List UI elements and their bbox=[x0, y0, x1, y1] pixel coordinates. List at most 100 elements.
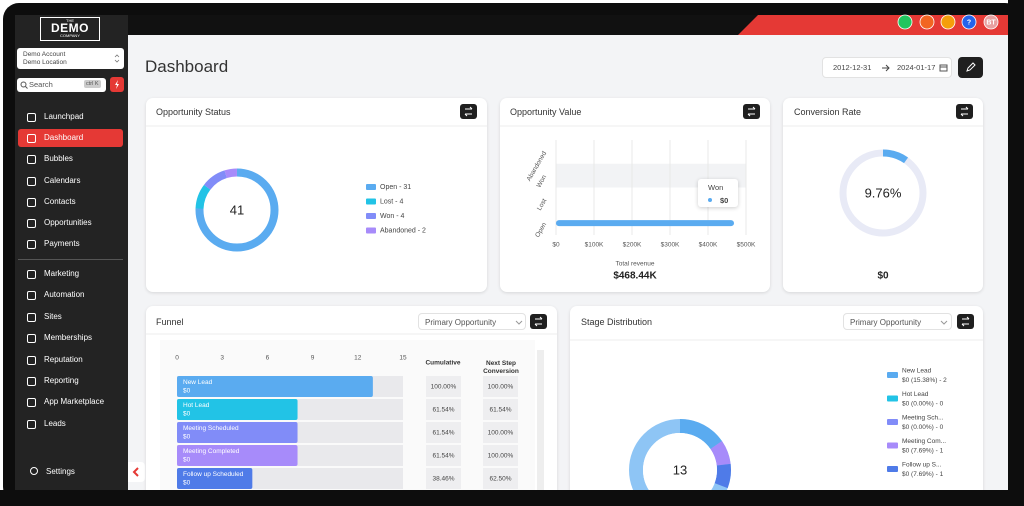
legend-swatch bbox=[887, 395, 898, 402]
start-date: 2012-12-31 bbox=[833, 63, 872, 72]
topbar-icon[interactable] bbox=[961, 14, 977, 30]
card-menu-button[interactable] bbox=[530, 314, 547, 329]
card-menu-button[interactable] bbox=[743, 104, 760, 119]
legend-detail: $0 (0.00%) - 0 bbox=[902, 424, 944, 431]
frame-right bbox=[1008, 0, 1024, 506]
pipeline-select[interactable]: Primary Opportunity bbox=[418, 313, 526, 330]
donut-segment bbox=[195, 168, 279, 252]
nav-item[interactable]: Memberships bbox=[18, 329, 123, 347]
nav-label: Launchpad bbox=[44, 112, 84, 121]
legend-detail: $0 (0.00%) - 0 bbox=[902, 401, 944, 408]
legend-swatch bbox=[366, 198, 376, 205]
nav-icon bbox=[27, 398, 36, 408]
x-tick-label: $300K bbox=[661, 242, 680, 249]
cumulative-value: 38.46% bbox=[432, 476, 454, 483]
nav-item[interactable]: Contacts bbox=[18, 193, 123, 211]
next-step-value: 100.00% bbox=[488, 453, 514, 460]
select-value: Primary Opportunity bbox=[425, 318, 497, 327]
nav-item[interactable]: Reporting bbox=[18, 372, 123, 390]
nav-item[interactable]: Opportunities bbox=[18, 214, 123, 232]
x-tick-label: $500K bbox=[737, 242, 756, 249]
collapse-sidebar-button[interactable] bbox=[128, 462, 145, 482]
next-step-value: 62.50% bbox=[489, 476, 511, 483]
cell bbox=[426, 468, 461, 489]
pipeline-select[interactable]: Primary Opportunity bbox=[843, 313, 952, 330]
edit-dashboard-button[interactable] bbox=[958, 57, 983, 78]
account-switcher[interactable]: Demo Account Demo Location bbox=[17, 48, 124, 69]
legend-swatch bbox=[887, 419, 898, 425]
progress-arc bbox=[839, 149, 927, 237]
legend-swatch bbox=[366, 213, 376, 219]
legend-name: New Lead bbox=[902, 368, 932, 375]
cell bbox=[483, 376, 518, 397]
tooltip-swatch bbox=[708, 198, 712, 202]
nav-label: App Marketplace bbox=[44, 397, 105, 407]
card-title: Opportunity Status bbox=[156, 107, 231, 117]
donut-segment bbox=[195, 168, 279, 252]
nav-icon bbox=[27, 197, 36, 207]
sidebar bbox=[15, 15, 128, 490]
legend-detail: $0 (15.38%) - 2 bbox=[902, 377, 947, 384]
nav-item[interactable]: Payments bbox=[18, 235, 123, 253]
tooltip-value: $0 bbox=[720, 196, 729, 205]
bar bbox=[556, 220, 735, 227]
nav-item[interactable]: Automation bbox=[18, 286, 123, 304]
cell bbox=[426, 422, 461, 443]
card-title: Conversion Rate bbox=[794, 107, 862, 117]
stage-amount: $0 bbox=[183, 480, 191, 487]
card-menu-button[interactable] bbox=[460, 104, 477, 119]
settings-link[interactable]: Settings bbox=[46, 467, 75, 476]
topbar-icon[interactable] bbox=[983, 14, 999, 30]
topbar-icon-label: BT bbox=[986, 19, 996, 26]
topbar-icon-label: ? bbox=[967, 19, 971, 26]
funnel-bar bbox=[177, 422, 298, 443]
date-range-picker[interactable]: 2012-12-31 2024-01-17 bbox=[822, 57, 952, 78]
legend-label: Won - 4 bbox=[380, 213, 404, 220]
donut-segment bbox=[629, 419, 731, 506]
nav-icon bbox=[27, 312, 36, 322]
bolt-icon bbox=[115, 80, 119, 89]
nav-item[interactable]: Bubbles bbox=[18, 150, 123, 168]
nav-item[interactable]: Reputation bbox=[18, 351, 123, 369]
topbar-icon[interactable] bbox=[919, 14, 935, 30]
column-header: Next Step Conversion bbox=[483, 360, 519, 375]
legend-detail: $0 (7.69%) - 1 bbox=[902, 448, 944, 455]
total-label: Total revenue bbox=[615, 261, 654, 268]
legend-swatch bbox=[366, 184, 376, 190]
swap-icon bbox=[961, 316, 970, 327]
x-tick-label: 6 bbox=[266, 355, 270, 362]
x-tick-label: $200K bbox=[623, 242, 642, 249]
swap-icon bbox=[464, 106, 473, 117]
nav-item[interactable]: App Marketplace bbox=[18, 393, 123, 411]
stage-amount: $0 bbox=[183, 411, 191, 418]
nav-icon bbox=[27, 219, 36, 228]
quick-action-button[interactable] bbox=[110, 77, 124, 92]
card-menu-button[interactable] bbox=[957, 314, 974, 329]
cumulative-value: 61.54% bbox=[432, 453, 454, 460]
stage-name: Hot Lead bbox=[183, 402, 210, 409]
legend-name: Follow up S... bbox=[902, 462, 942, 469]
topbar-icon[interactable] bbox=[940, 14, 956, 30]
card-title: Stage Distribution bbox=[581, 317, 653, 327]
nav-label: Dashboard bbox=[44, 133, 84, 143]
end-date: 2024-01-17 bbox=[897, 63, 936, 72]
stage-amount: $0 bbox=[183, 434, 191, 441]
nav-item[interactable]: Leads bbox=[18, 415, 123, 433]
legend-name: Meeting Sch... bbox=[902, 415, 944, 422]
topbar-icon[interactable] bbox=[897, 14, 913, 30]
nav-item[interactable]: Dashboard bbox=[18, 129, 123, 148]
nav-item[interactable]: Sites bbox=[18, 308, 123, 326]
nav-item[interactable]: Marketing bbox=[18, 265, 123, 283]
nav-item[interactable]: Launchpad bbox=[18, 108, 123, 126]
stage-name: Meeting Completed bbox=[183, 448, 240, 455]
search-box[interactable]: Search ctrl K bbox=[17, 78, 106, 92]
funnel-bar bbox=[177, 399, 298, 420]
donut-total: 41 bbox=[230, 202, 244, 217]
donut-total: 13 bbox=[673, 462, 687, 477]
card-menu-button[interactable] bbox=[956, 104, 973, 119]
location-name: Demo Location bbox=[23, 59, 67, 66]
swap-icon bbox=[534, 316, 543, 327]
nav-item[interactable]: Calendars bbox=[18, 172, 123, 190]
donut-segment bbox=[629, 419, 731, 506]
